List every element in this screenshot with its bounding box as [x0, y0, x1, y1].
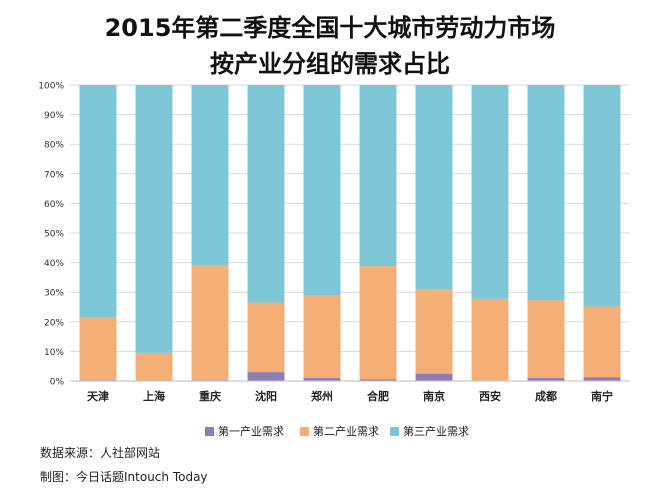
bar-segment-1: [359, 379, 397, 381]
chart-credit-note: 制图：今日话题Intouch Today: [40, 470, 208, 484]
y-tick-label: 90%: [44, 111, 64, 121]
x-tick-label: 西安: [479, 389, 501, 403]
chart-legend: 第一产业需求 第二产业需求 第三产业需求: [0, 423, 660, 441]
bar-segment-3: [359, 85, 397, 267]
x-tick-label: 沈阳: [255, 389, 277, 403]
bar-segment-3: [247, 85, 285, 303]
legend-item: 第三产业需求: [390, 423, 469, 439]
bar-segment-3: [79, 85, 117, 318]
y-tick-label: 60%: [44, 200, 64, 210]
y-tick-label: 50%: [44, 230, 64, 240]
bar-segment-3: [471, 85, 509, 299]
data-source-note: 数据来源：人社部网站: [40, 446, 161, 460]
y-tick-label: 20%: [44, 318, 64, 328]
legend-swatch: [205, 426, 214, 436]
x-tick-label: 郑州: [311, 389, 333, 403]
legend-swatch: [390, 426, 399, 436]
legend-label: 第二产业需求: [313, 425, 379, 438]
bar-segment-1: [247, 372, 285, 381]
y-tick-label: 70%: [44, 170, 64, 180]
x-tick-label: 南京: [423, 389, 445, 403]
bar-segment-3: [527, 85, 565, 301]
legend-label: 第三产业需求: [403, 425, 469, 438]
bar-segment-3: [415, 85, 453, 290]
legend-item: 第二产业需求: [300, 423, 379, 439]
bar-segment-1: [303, 378, 341, 381]
y-tick-label: 0%: [50, 378, 65, 388]
x-tick-label: 合肥: [367, 389, 389, 403]
legend-item: 第一产业需求: [205, 423, 284, 439]
bar-segment-1: [415, 373, 453, 381]
y-tick-label: 40%: [44, 259, 64, 269]
x-tick-label: 成都: [535, 389, 557, 403]
legend-swatch: [300, 426, 309, 436]
x-tick-label: 上海: [143, 389, 165, 403]
bar-segment-2: [247, 302, 285, 373]
bar-segment-3: [303, 85, 341, 296]
bar-segment-2: [303, 295, 341, 379]
bar-segment-2: [79, 317, 117, 381]
y-tick-label: 30%: [44, 289, 64, 299]
bar-segment-2: [415, 289, 453, 374]
x-tick-label: 重庆: [199, 389, 221, 403]
bar-segment-3: [135, 85, 173, 353]
bar-segment-2: [527, 300, 565, 379]
bar-segment-2: [471, 298, 509, 381]
bar-segment-2: [135, 352, 173, 381]
bar-segment-3: [191, 85, 229, 265]
x-tick-label: 天津: [87, 389, 109, 403]
bar-segment-1: [583, 377, 621, 381]
bar-segment-1: [527, 378, 565, 381]
bar-segment-2: [359, 266, 397, 380]
stacked-bar-chart: 0% 10% 20% 30% 40% 50% 60% 70% 80% 90% 100% 天津 上海 重庆 沈…: [38, 82, 630, 403]
bar-segment-2: [583, 306, 621, 378]
bar-segment-2: [191, 264, 229, 381]
y-tick-label: 100%: [38, 82, 64, 92]
chart-title-line1: 2015年第二季度全国十大城市劳动力市场: [104, 14, 556, 42]
y-tick-label: 10%: [44, 348, 64, 358]
chart-title-line2: 按产业分组的需求占比: [210, 50, 450, 78]
legend-label: 第一产业需求: [218, 425, 284, 438]
y-tick-label: 80%: [44, 141, 64, 151]
bar-segment-3: [583, 85, 621, 307]
x-tick-label: 南宁: [591, 389, 613, 403]
